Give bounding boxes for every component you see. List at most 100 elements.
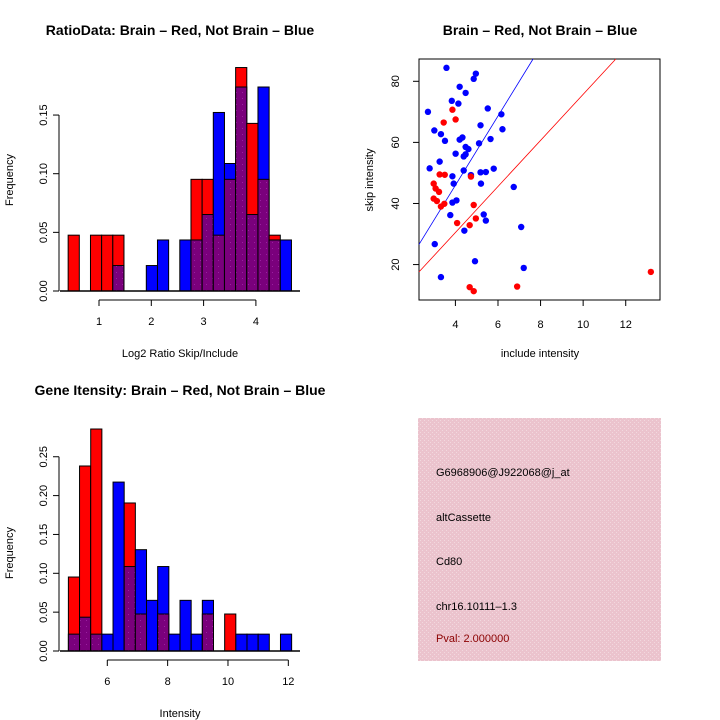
- gene-hist-y-tick-label: 0.25: [38, 446, 50, 467]
- gene-hist-x-tick-label: 6: [104, 676, 110, 688]
- scatter-point-brain: [440, 119, 447, 126]
- scatter-point-not-brain: [449, 173, 456, 180]
- gene-histogram-panel: Gene Itensity: Brain – Red, Not Brain – …: [4, 382, 326, 720]
- scatter-point-not-brain: [450, 180, 457, 187]
- gene-hist-x-tick-label: 12: [282, 676, 294, 688]
- ratio-hist-bar-overlap: [235, 86, 248, 292]
- scatter-point-not-brain: [462, 89, 469, 97]
- scatter-point-not-brain: [520, 264, 527, 272]
- scatter-point-not-brain: [441, 137, 449, 145]
- scatter-point-brain: [513, 283, 521, 290]
- scatter-point-brain: [435, 188, 443, 196]
- scatter-point-not-brain: [443, 64, 450, 72]
- scatter-x-tick-label: 8: [538, 319, 544, 331]
- gene-hist-x-tick-label: 8: [165, 676, 171, 688]
- scatter-point-not-brain: [477, 180, 485, 187]
- gene-hist-axes: 0.00 0.05 0.10 0.15 0.20 0.25 6 8 10 12: [38, 446, 300, 688]
- gene-hist-bar-not-brain: [179, 599, 192, 652]
- gene-hist-title: Gene Itensity: Brain – Red, Not Brain – …: [35, 382, 326, 398]
- ratio-hist-bar-overlap: [201, 214, 214, 292]
- ratio-hist-bar-overlap: [212, 234, 225, 292]
- scatter-x-tick-label: 4: [452, 319, 458, 331]
- ratio-hist-y-tick-label: 0.05: [38, 222, 50, 243]
- ratio-hist-x-tick-label: 1: [96, 316, 102, 328]
- gene-hist-y-tick-label: 0.20: [38, 485, 50, 506]
- scatter-point-not-brain: [487, 135, 494, 143]
- gene-hist-bar-not-brain: [279, 633, 293, 652]
- scatter-point-not-brain: [452, 150, 459, 157]
- fit-line-brain: [418, 58, 617, 273]
- ratio-hist-bar-not-brain: [156, 239, 170, 292]
- scatter-point-brain: [472, 215, 480, 222]
- scatter-point-not-brain: [499, 126, 506, 133]
- info-event-type: altCassette: [436, 512, 491, 524]
- scatter-point-not-brain: [456, 83, 463, 90]
- ratio-hist-title: RatioData: Brain – Red, Not Brain – Blue: [46, 22, 315, 38]
- ratio-hist-bar-not-brain: [145, 265, 158, 292]
- info-panel-background: [418, 418, 661, 661]
- scatter-point-brain: [466, 221, 473, 229]
- gene-hist-bars: [67, 428, 293, 652]
- scatter-point-not-brain: [426, 165, 433, 172]
- gene-hist-bar-not-brain: [112, 481, 125, 652]
- gene-hist-bar-not-brain: [190, 633, 203, 652]
- gene-hist-bar-overlap: [123, 566, 136, 652]
- scatter-point-not-brain: [510, 183, 517, 191]
- scatter-y-tick-label: 20: [390, 258, 402, 270]
- scatter-point-not-brain: [448, 97, 455, 105]
- gene-hist-y-tick-label: 0.05: [38, 601, 50, 622]
- scatter-panel: Brain – Red, Not Brain – Blue include in…: [364, 22, 661, 360]
- gene-hist-bar-not-brain: [246, 633, 259, 652]
- gene-hist-bar-brain: [90, 428, 103, 652]
- scatter-y-tick-label: 80: [390, 75, 402, 87]
- scatter-point-brain: [647, 268, 655, 276]
- scatter-xlabel: include intensity: [501, 348, 580, 360]
- scatter-point-brain: [467, 173, 475, 180]
- scatter-plot-box: [418, 58, 661, 301]
- ratio-hist-xlabel: Log2 Ratio Skip/Include: [122, 348, 238, 360]
- ratio-hist-bar-overlap: [257, 178, 270, 292]
- scatter-point-not-brain: [453, 197, 460, 204]
- scatter-point-not-brain: [482, 217, 490, 224]
- scatter-point-not-brain: [436, 158, 443, 165]
- ratio-hist-y-tick-label: 0.10: [38, 163, 50, 184]
- ratio-hist-x-tick-label: 3: [201, 316, 207, 328]
- scatter-point-not-brain: [490, 165, 497, 172]
- gene-hist-y-tick-label: 0.10: [38, 563, 50, 584]
- scatter-point-not-brain: [475, 140, 483, 147]
- info-probe-id: G6968906@J922068@j_at: [436, 467, 570, 479]
- scatter-point-brain: [441, 200, 448, 207]
- scatter-point-not-brain: [455, 100, 462, 107]
- gene-hist-x-tick-label: 10: [222, 676, 234, 688]
- scatter-point-not-brain: [484, 105, 491, 112]
- scatter-point-brain: [452, 116, 459, 123]
- ratio-hist-axes: 0.00 0.05 0.10 0.15 1 2 3 4: [38, 104, 300, 328]
- scatter-axes: 4 6 8 10 12 20 40 60 80: [390, 75, 632, 331]
- scatter-ylabel: skip intensity: [364, 148, 376, 211]
- ratio-hist-bar-overlap: [223, 178, 237, 292]
- gene-hist-bar-brain: [224, 613, 237, 652]
- scatter-point-not-brain: [471, 258, 479, 265]
- scatter-title: Brain – Red, Not Brain – Blue: [443, 22, 638, 38]
- scatter-point-not-brain: [431, 127, 438, 134]
- scatter-x-tick-label: 12: [620, 319, 632, 331]
- scatter-point-not-brain: [465, 145, 472, 153]
- scatter-point-brain: [470, 287, 477, 295]
- gene-hist-bar-not-brain: [168, 633, 181, 652]
- gene-hist-y-tick-label: 0.15: [38, 524, 50, 545]
- gene-hist-y-tick-label: 0.00: [38, 640, 50, 661]
- scatter-point-brain: [441, 171, 448, 178]
- scatter-point-not-brain: [424, 108, 432, 116]
- info-location: chr16.10111–1.3: [436, 601, 517, 613]
- scatter-point-not-brain: [477, 122, 484, 129]
- ratio-hist-bar-overlap: [190, 239, 203, 292]
- gene-hist-bar-overlap: [90, 633, 103, 652]
- ratio-hist-x-tick-label: 2: [148, 316, 154, 328]
- scatter-x-tick-label: 6: [495, 319, 501, 331]
- scatter-point-not-brain: [498, 111, 505, 118]
- scatter-fit-lines: [418, 58, 617, 273]
- ratio-hist-y-tick-label: 0.15: [38, 104, 50, 125]
- scatter-point-not-brain: [437, 130, 445, 138]
- scatter-point-brain: [466, 283, 473, 291]
